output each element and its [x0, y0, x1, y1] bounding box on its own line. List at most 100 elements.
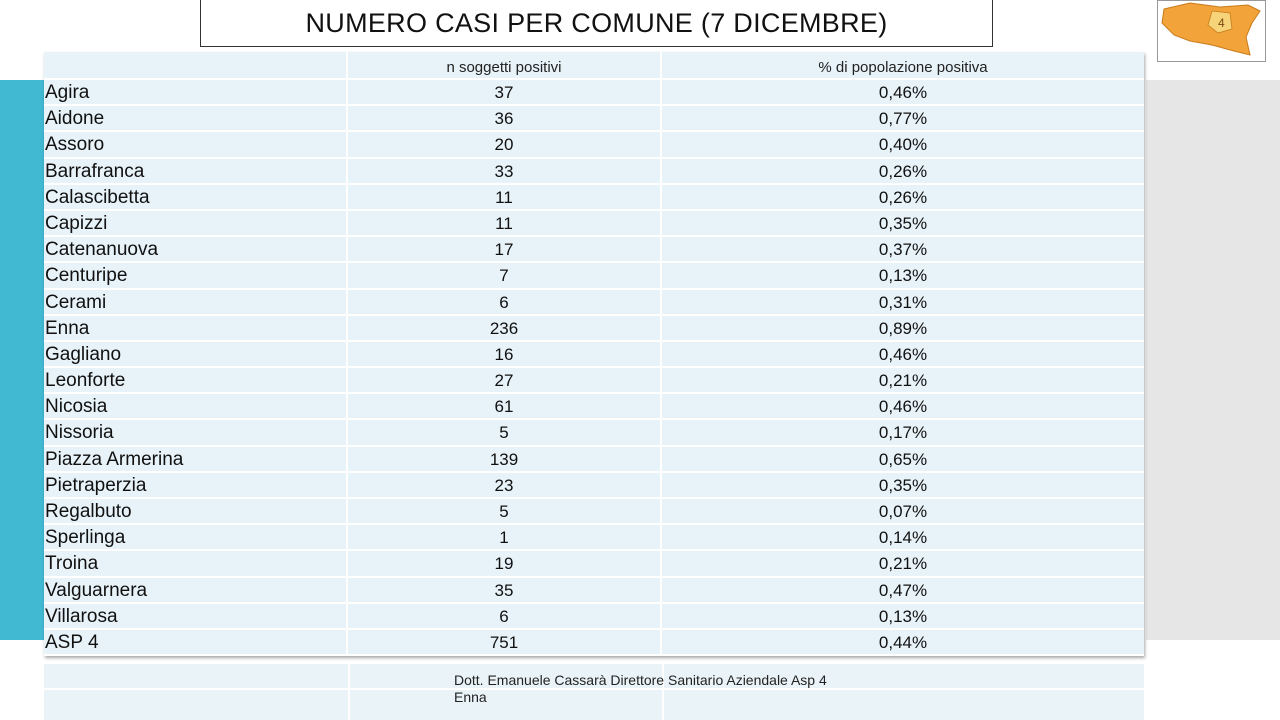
- cell-percent: 0,26%: [878, 187, 928, 207]
- cell-positivi: 16: [348, 341, 662, 367]
- table-row: Valguarnera 35 0,47%: [44, 577, 1144, 604]
- cell-comune: Piazza Armerina: [44, 446, 348, 471]
- cell-comune: Catenanuova: [44, 237, 348, 262]
- cell-percent: 0,46%: [878, 397, 928, 417]
- cell-positivi: 6: [348, 289, 662, 314]
- cell-comune: Enna: [44, 315, 348, 340]
- table-row: Aidone 36 0,77%: [44, 106, 1144, 133]
- table-header-row: n soggetti positivi % di popolazione pos…: [44, 52, 1144, 80]
- cell-positivi: 11: [348, 210, 662, 236]
- cell-comune: Assoro: [44, 132, 348, 157]
- cell-comune: Leonforte: [44, 368, 348, 393]
- table-row: Regalbuto 5 0,07%: [44, 499, 1144, 526]
- cell-percent: 0,44%: [878, 632, 928, 652]
- cell-comune: Valguarnera: [44, 577, 348, 602]
- cell-percent: 0,35%: [878, 213, 928, 233]
- table-row: Agira 37 0,46%: [44, 80, 1144, 107]
- cell-positivi: 751: [348, 629, 662, 655]
- cell-positivi: 6: [348, 603, 662, 628]
- table-row: Centuripe 7 0,13%: [44, 263, 1144, 290]
- table-row: Capizzi 11 0,35%: [44, 210, 1144, 238]
- sicily-map-icon: 4: [1161, 2, 1261, 56]
- cell-percent: 0,37%: [878, 240, 928, 260]
- cell-comune: Regalbuto: [44, 499, 348, 524]
- cell-comune: Pietraperzia: [44, 472, 348, 497]
- cell-comune: Cerami: [44, 289, 348, 314]
- cell-positivi: 5: [348, 420, 662, 445]
- cell-percent: 0,47%: [878, 580, 928, 600]
- logo-badge: 4: [1218, 16, 1225, 30]
- cell-percent: 0,35%: [878, 475, 928, 495]
- table-row: ASP 4 751 0,44%: [44, 629, 1144, 657]
- table-row: Barrafranca 33 0,26%: [44, 158, 1144, 185]
- table-row: Piazza Armerina 139 0,65%: [44, 446, 1144, 473]
- table-row: Nicosia 61 0,46%: [44, 394, 1144, 421]
- cell-positivi: 37: [348, 80, 662, 105]
- table-row: Nissoria 5 0,17%: [44, 420, 1144, 447]
- header-positivi: n soggetti positivi: [348, 52, 662, 78]
- cell-comune: Capizzi: [44, 210, 348, 236]
- cell-percent: 0,65%: [878, 449, 928, 469]
- cell-percent: 0,17%: [878, 423, 928, 443]
- logo-text: ASP ENNA: [1161, 38, 1189, 60]
- cell-comune: Nissoria: [44, 420, 348, 445]
- right-accent-bar: [1146, 80, 1280, 640]
- cell-percent: 0,21%: [878, 371, 928, 391]
- cell-positivi: 236: [348, 315, 662, 340]
- cell-positivi: 33: [348, 158, 662, 183]
- cell-positivi: 139: [348, 446, 662, 471]
- cell-percent: 0,46%: [878, 344, 928, 364]
- cases-table: n soggetti positivi % di popolazione pos…: [44, 52, 1144, 657]
- table-row: Villarosa 6 0,13%: [44, 603, 1144, 630]
- table-row: Sperlinga 1 0,14%: [44, 525, 1144, 552]
- cell-positivi: 35: [348, 577, 662, 602]
- cell-positivi: 20: [348, 132, 662, 157]
- cell-positivi: 11: [348, 184, 662, 209]
- cell-positivi: 23: [348, 472, 662, 497]
- cell-comune: Barrafranca: [44, 158, 348, 183]
- table-row: Catenanuova 17 0,37%: [44, 237, 1144, 264]
- cell-comune: Sperlinga: [44, 525, 348, 550]
- cell-positivi: 27: [348, 368, 662, 393]
- table-row: Troina 19 0,21%: [44, 551, 1144, 578]
- cell-comune: ASP 4: [44, 629, 348, 655]
- cell-comune: Aidone: [44, 106, 348, 131]
- cell-percent: 0,26%: [878, 161, 928, 181]
- cell-comune: Gagliano: [44, 341, 348, 367]
- table-row: Cerami 6 0,31%: [44, 289, 1144, 316]
- cell-comune: Nicosia: [44, 394, 348, 419]
- cell-percent: 0,07%: [878, 502, 928, 521]
- cell-comune: Troina: [44, 551, 348, 576]
- cell-positivi: 5: [348, 499, 662, 524]
- cell-percent: 0,89%: [878, 318, 928, 338]
- cell-percent: 0,31%: [878, 292, 928, 312]
- slide-title: NUMERO CASI PER COMUNE (7 DICEMBRE): [305, 7, 888, 38]
- asp-enna-logo: 4 ASP ENNA: [1157, 0, 1266, 62]
- header-comune: [44, 52, 348, 78]
- cell-percent: 0,77%: [878, 109, 928, 129]
- cell-comune: Agira: [44, 80, 348, 105]
- footer-table: Dott. Emanuele Cassarà Direttore Sanitar…: [44, 664, 1144, 720]
- cell-comune: Centuripe: [44, 263, 348, 288]
- cell-comune: Calascibetta: [44, 184, 348, 209]
- cell-percent: 0,21%: [878, 554, 928, 574]
- table-row: Calascibetta 11 0,26%: [44, 184, 1144, 211]
- cell-percent: 0,13%: [878, 606, 928, 626]
- header-percent: % di popolazione positiva: [818, 59, 988, 76]
- table-row: Gagliano 16 0,46%: [44, 341, 1144, 369]
- slide-title-box: NUMERO CASI PER COMUNE (7 DICEMBRE): [200, 0, 993, 47]
- table-row: Enna 236 0,89%: [44, 315, 1144, 342]
- cell-percent: 0,40%: [878, 135, 928, 155]
- table-row: Pietraperzia 23 0,35%: [44, 472, 1144, 499]
- table-row: Leonforte 27 0,21%: [44, 368, 1144, 395]
- cell-positivi: 1: [348, 525, 662, 550]
- table-row: Assoro 20 0,40%: [44, 132, 1144, 159]
- cell-positivi: 19: [348, 551, 662, 576]
- cell-positivi: 61: [348, 394, 662, 419]
- cell-percent: 0,13%: [878, 266, 928, 286]
- left-accent-bar: [0, 80, 44, 640]
- cell-comune: Villarosa: [44, 603, 348, 628]
- cell-percent: 0,14%: [878, 528, 928, 548]
- cell-percent: 0,46%: [878, 83, 928, 102]
- cell-positivi: 7: [348, 263, 662, 288]
